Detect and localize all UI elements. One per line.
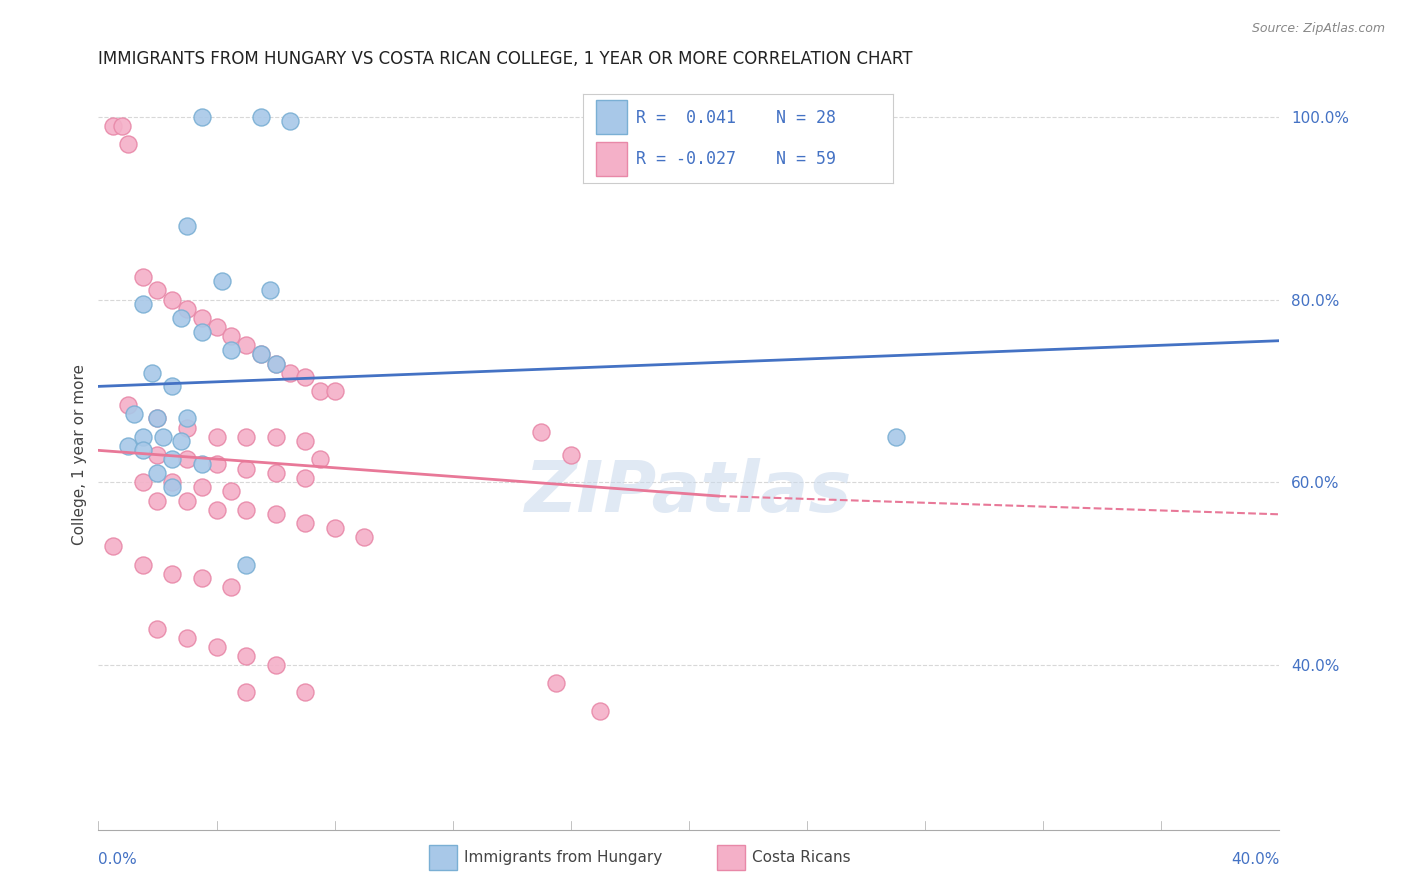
Point	[309, 452, 332, 467]
Point	[176, 420, 198, 434]
Point	[162, 452, 183, 467]
Point	[235, 461, 257, 475]
Text: R =  0.041    N = 28: R = 0.041 N = 28	[636, 109, 837, 127]
Point	[132, 297, 155, 311]
Point	[221, 484, 243, 499]
Point	[294, 685, 316, 699]
Point	[103, 539, 125, 553]
Text: 0.0%: 0.0%	[98, 853, 138, 867]
Point	[235, 430, 257, 444]
Point	[152, 430, 174, 444]
Point	[162, 475, 183, 490]
Point	[235, 558, 257, 572]
Text: Immigrants from Hungary: Immigrants from Hungary	[464, 850, 662, 864]
Point	[530, 425, 553, 439]
Point	[353, 530, 375, 544]
Text: ZIPatlas: ZIPatlas	[526, 458, 852, 527]
Text: Costa Ricans: Costa Ricans	[752, 850, 851, 864]
Point	[162, 566, 183, 581]
Point	[132, 558, 155, 572]
Text: IMMIGRANTS FROM HUNGARY VS COSTA RICAN COLLEGE, 1 YEAR OR MORE CORRELATION CHART: IMMIGRANTS FROM HUNGARY VS COSTA RICAN C…	[98, 50, 912, 68]
Bar	[596, 142, 627, 176]
Point	[294, 516, 316, 531]
Bar	[596, 100, 627, 134]
Point	[294, 434, 316, 449]
Point	[176, 219, 198, 234]
Point	[146, 466, 169, 480]
Point	[141, 366, 163, 380]
Point	[280, 114, 302, 128]
Point	[294, 370, 316, 384]
Point	[250, 347, 273, 361]
Point	[170, 434, 193, 449]
Point	[221, 343, 243, 357]
Point	[560, 448, 582, 462]
Point	[146, 448, 169, 462]
Point	[235, 685, 257, 699]
Point	[122, 407, 145, 421]
Point	[250, 347, 273, 361]
Point	[264, 357, 287, 371]
Text: R = -0.027    N = 59: R = -0.027 N = 59	[636, 150, 837, 168]
Point	[264, 430, 287, 444]
Point	[546, 676, 568, 690]
Point	[176, 493, 198, 508]
Point	[250, 110, 273, 124]
Point	[221, 581, 243, 595]
Point	[323, 521, 346, 535]
Point	[117, 439, 139, 453]
Point	[235, 338, 257, 352]
Point	[589, 704, 612, 718]
Point	[132, 475, 155, 490]
Point	[280, 366, 302, 380]
Point	[176, 301, 198, 316]
Point	[146, 411, 169, 425]
Point	[162, 480, 183, 494]
Point	[221, 329, 243, 343]
Point	[191, 110, 214, 124]
Point	[191, 457, 214, 471]
Point	[146, 411, 169, 425]
Point	[117, 398, 139, 412]
Point	[205, 502, 228, 516]
Point	[191, 480, 214, 494]
Point	[132, 443, 155, 458]
Point	[294, 471, 316, 485]
Point	[176, 411, 198, 425]
Y-axis label: College, 1 year or more: College, 1 year or more	[72, 365, 87, 545]
Point	[191, 310, 214, 325]
Point	[132, 430, 155, 444]
Point	[205, 640, 228, 654]
Point	[264, 508, 287, 522]
Point	[176, 452, 198, 467]
Point	[323, 384, 346, 398]
Point	[235, 502, 257, 516]
Point	[146, 493, 169, 508]
Point	[162, 379, 183, 393]
Point	[170, 310, 193, 325]
Point	[191, 325, 214, 339]
Text: 40.0%: 40.0%	[1232, 853, 1279, 867]
Text: Source: ZipAtlas.com: Source: ZipAtlas.com	[1251, 22, 1385, 36]
Point	[264, 658, 287, 673]
Point	[103, 119, 125, 133]
Point	[205, 457, 228, 471]
Point	[211, 274, 233, 288]
Point	[162, 293, 183, 307]
Point	[205, 320, 228, 334]
Point	[176, 631, 198, 645]
Point	[884, 430, 907, 444]
Point	[264, 357, 287, 371]
Point	[264, 466, 287, 480]
Point	[111, 119, 134, 133]
Point	[191, 571, 214, 585]
Point	[205, 430, 228, 444]
Point	[309, 384, 332, 398]
Point	[146, 284, 169, 298]
Point	[132, 269, 155, 284]
Point	[146, 622, 169, 636]
Point	[117, 137, 139, 152]
Point	[235, 648, 257, 663]
Point	[259, 284, 281, 298]
